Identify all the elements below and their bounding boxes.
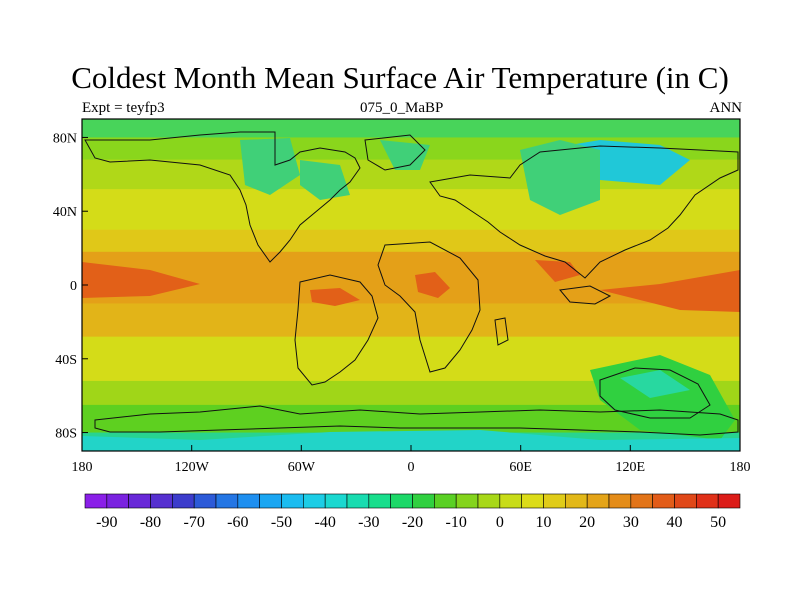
colorbar-label: 10 (536, 514, 552, 531)
coastline-eurasia (429, 145, 739, 279)
colorbar-swatch (259, 493, 282, 509)
colorbar-swatch (455, 493, 479, 509)
contour-region (520, 140, 600, 215)
colorbar-tick-labels: -90 -80 -70 -60 -50 -40 -30 -20 -10 0 10 20 30 40 50 (96, 514, 726, 531)
colorbar-swatch (565, 493, 588, 509)
colorbar-swatch (237, 493, 260, 509)
lat-tick-label: 40N (53, 205, 77, 220)
colorbar-swatch (324, 493, 348, 509)
regional-contours (82, 138, 740, 451)
coastline-south-america (294, 274, 379, 386)
coastline-greenland (364, 134, 426, 171)
coastline-north-america (84, 131, 361, 263)
colorbar-swatch (128, 493, 151, 509)
contour-region (82, 430, 740, 451)
colorbar-swatch (652, 493, 675, 509)
colorbar-swatch (84, 493, 108, 509)
temperature-band (82, 229, 740, 253)
contour-region (620, 370, 690, 398)
colorbar-label: -60 (227, 514, 248, 531)
colorbar (84, 493, 741, 509)
temperature-band (82, 189, 740, 231)
temperature-band (82, 119, 740, 138)
season-label: ANN (709, 100, 743, 116)
colorbar-swatch (215, 493, 239, 509)
colorbar-label: -20 (402, 514, 423, 531)
lon-tick-label: 180 (730, 460, 751, 475)
colorbar-swatch (477, 493, 501, 509)
colorbar-swatch (608, 493, 632, 509)
colorbar-label: 50 (710, 514, 726, 531)
colorbar-swatch (543, 493, 566, 509)
colorbar-swatch (281, 493, 304, 509)
contour-region (380, 140, 430, 170)
colorbar-label: -40 (315, 514, 336, 531)
colorbar-swatch (586, 493, 610, 509)
lat-tick-label: 80N (53, 131, 77, 146)
colorbar-swatch (390, 493, 413, 509)
colorbar-swatch (630, 493, 653, 509)
colorbar-label: 20 (579, 514, 595, 531)
contour-region (600, 270, 740, 312)
lon-tick-label: 0 (408, 460, 415, 475)
colorbar-swatch (499, 493, 522, 509)
colorbar-swatch (150, 493, 173, 509)
time-label: 075_0_MaBP (360, 100, 444, 116)
contour-region (590, 355, 735, 440)
contour-region (310, 288, 360, 306)
map-title: Coldest Month Mean Surface Air Temperatu… (71, 60, 729, 95)
coastline-antarctica (94, 405, 739, 436)
longitude-tick-labels: 180 120W 60W 0 60E 120E 180 (72, 445, 751, 475)
colorbar-swatch (193, 493, 217, 509)
temperature-band (82, 303, 740, 338)
coastline-africa (377, 241, 481, 373)
lon-tick-label: 60W (288, 460, 316, 475)
colorbar-swatch (172, 493, 195, 509)
colorbar-swatch (521, 493, 544, 509)
lat-tick-label: 40S (55, 353, 77, 368)
colorbar-swatch (346, 493, 370, 509)
colorbar-label: 40 (667, 514, 683, 531)
colorbar-label: -30 (358, 514, 379, 531)
colorbar-swatch (412, 493, 435, 509)
coastline-australia (599, 367, 711, 419)
contour-region (240, 138, 300, 195)
colorbar-label: 0 (496, 514, 504, 531)
lat-tick-label: 0 (70, 279, 77, 294)
lon-tick-label: 180 (72, 460, 93, 475)
colorbar-swatch (674, 493, 697, 509)
colorbar-label: -10 (446, 514, 467, 531)
colorbar-label: -90 (96, 514, 117, 531)
experiment-label: Expt = teyfp3 (82, 100, 165, 116)
contour-region (415, 272, 450, 298)
colorbar-swatch (717, 493, 741, 509)
lon-tick-label: 120W (175, 460, 210, 475)
colorbar-swatch (106, 493, 129, 509)
coastlines (84, 131, 739, 436)
contour-region (300, 160, 350, 200)
colorbar-label: 30 (623, 514, 639, 531)
lon-tick-label: 120E (616, 460, 646, 475)
coastline-indonesia (559, 285, 612, 305)
colorbar-label: -70 (184, 514, 205, 531)
contour-region (82, 262, 200, 298)
latitude-tick-labels: 80N 40N 0 40S 80S (53, 131, 88, 442)
colorbar-swatch (696, 493, 719, 509)
coastline-madagascar (494, 317, 509, 346)
colorbar-swatch (303, 493, 326, 509)
colorbar-swatch (368, 493, 391, 509)
lon-tick-label: 60E (509, 460, 532, 475)
colorbar-label: -80 (140, 514, 161, 531)
colorbar-label: -50 (271, 514, 292, 531)
colorbar-swatch (434, 493, 457, 509)
lat-tick-label: 80S (55, 427, 77, 442)
